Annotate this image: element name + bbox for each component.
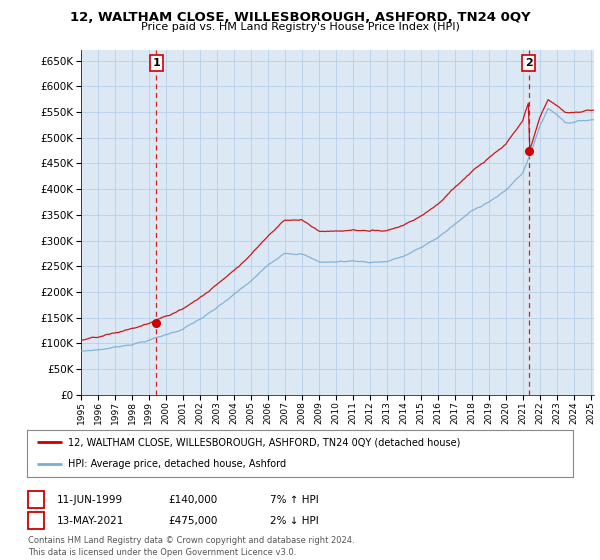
Text: 13-MAY-2021: 13-MAY-2021 bbox=[57, 516, 124, 526]
Text: £475,000: £475,000 bbox=[168, 516, 217, 526]
Text: HPI: Average price, detached house, Ashford: HPI: Average price, detached house, Ashf… bbox=[68, 459, 286, 469]
Text: 12, WALTHAM CLOSE, WILLESBOROUGH, ASHFORD, TN24 0QY (detached house): 12, WALTHAM CLOSE, WILLESBOROUGH, ASHFOR… bbox=[68, 437, 460, 447]
Text: 1: 1 bbox=[32, 494, 40, 505]
Text: 2% ↓ HPI: 2% ↓ HPI bbox=[270, 516, 319, 526]
Text: 12, WALTHAM CLOSE, WILLESBOROUGH, ASHFORD, TN24 0QY: 12, WALTHAM CLOSE, WILLESBOROUGH, ASHFOR… bbox=[70, 11, 530, 24]
Text: Contains HM Land Registry data © Crown copyright and database right 2024.
This d: Contains HM Land Registry data © Crown c… bbox=[28, 536, 355, 557]
Text: 2: 2 bbox=[525, 58, 533, 68]
Text: £140,000: £140,000 bbox=[168, 494, 217, 505]
Text: 11-JUN-1999: 11-JUN-1999 bbox=[57, 494, 123, 505]
Text: 1: 1 bbox=[152, 58, 160, 68]
Text: Price paid vs. HM Land Registry's House Price Index (HPI): Price paid vs. HM Land Registry's House … bbox=[140, 22, 460, 32]
Text: 7% ↑ HPI: 7% ↑ HPI bbox=[270, 494, 319, 505]
Text: 2: 2 bbox=[32, 516, 40, 526]
